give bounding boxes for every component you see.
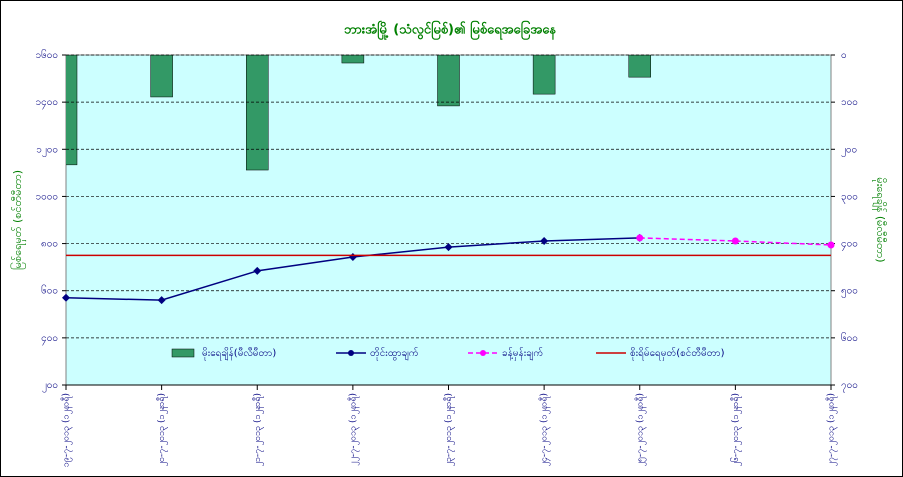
y2-tick-label: ၆၀၀ [841, 331, 858, 344]
bar [628, 55, 651, 78]
y-tick-label: ၈၀၀ [41, 239, 58, 250]
x-tick-label: ၂၇-၇-၂၀၁၃ (၁၂နာရီ) [826, 393, 838, 467]
y-axis-label: မြစ်ရေမှတ် (စင်တီမီတာ) [10, 170, 26, 270]
y2-tick-label: ၀ [841, 50, 847, 61]
point [253, 266, 262, 275]
legend-marker [348, 350, 354, 356]
bar [532, 55, 556, 95]
legend-swatch [171, 348, 195, 358]
x-tick-label: ၂၄-၇-၂၀၁၃ (၁၂နာရီ) [539, 393, 551, 467]
x-tick-label: ၂၁-၇-၂၀၁၃ (၁၂နာရီ) [252, 393, 264, 467]
legend-label: ခန့်မှန်းချက် [502, 346, 543, 361]
point [827, 241, 835, 249]
y-tick-label: ၁၂၀၀ [36, 144, 58, 157]
point [444, 243, 453, 252]
bar [341, 55, 365, 64]
y2-tick-label: ၄၀၀ [841, 239, 858, 252]
x-tick-label: ၁၉-၇-၂၀၁၃ (၁၂နာရီ) [61, 393, 73, 467]
y-tick-label: ၁၀၀၀ [36, 191, 59, 202]
legend-label: စိုးရိမ်ရေမှတ်(စင်တီမီတာ) [630, 346, 725, 361]
y2-tick-label: ၃၀၀ [841, 191, 858, 204]
y2-tick-label: ၇၀၀ [841, 380, 858, 393]
x-tick-label: ၂၀-၇-၂၀၁၃ (၁၂နာရီ) [156, 393, 168, 467]
y-tick-label: ၁၄၀၀ [36, 97, 59, 110]
legend-label: မိုးရေချိန်(မီလီမီတာ) [202, 346, 276, 361]
x-tick-label: ၂၆-၇-၂၀၁၃ (၁၂နာရီ) [730, 393, 742, 467]
point [62, 293, 70, 302]
point [636, 234, 644, 242]
y2-tick-label: ၁၀၀ [841, 97, 858, 108]
bar [66, 55, 78, 166]
x-tick-label: ၂၂-၇-၂၀၁၃ (၁၂နာရီ) [347, 393, 359, 466]
x-tick-label: ၂၃-၇-၂၀၁၃ (၁၂နာရီ) [443, 393, 455, 467]
y2-tick-label: ၂၀၀ [841, 144, 857, 157]
bar [150, 55, 173, 98]
y-tick-label: ၄၀၀ [41, 333, 58, 346]
point [540, 236, 549, 245]
legend-marker [480, 350, 486, 356]
y-tick-label: ၁၆၀၀ [36, 48, 59, 61]
bar [246, 55, 269, 171]
plot-area [65, 54, 832, 386]
x-tick-label: ၂၅-၇-၂၀၁၃ (၁၂နာရီ) [634, 393, 646, 467]
chart-title: ဘားအံမြို့ (သံလွင်မြစ်)၏ မြစ်ရေအခြေအနေ [344, 20, 557, 41]
point [731, 237, 739, 245]
bar [437, 55, 460, 107]
point [157, 296, 166, 305]
y-tick-label: ၆၀၀ [41, 284, 58, 297]
y2-tick-label: ၅၀၀ [841, 286, 858, 299]
legend-label: တိုင်းထွာချက် [370, 346, 419, 361]
y2-axis-label: မိုးရေချိန် (မီလီမီတာ) [872, 177, 887, 262]
y-tick-label: ၂၀၀ [42, 380, 58, 393]
plot-clip [66, 55, 651, 171]
